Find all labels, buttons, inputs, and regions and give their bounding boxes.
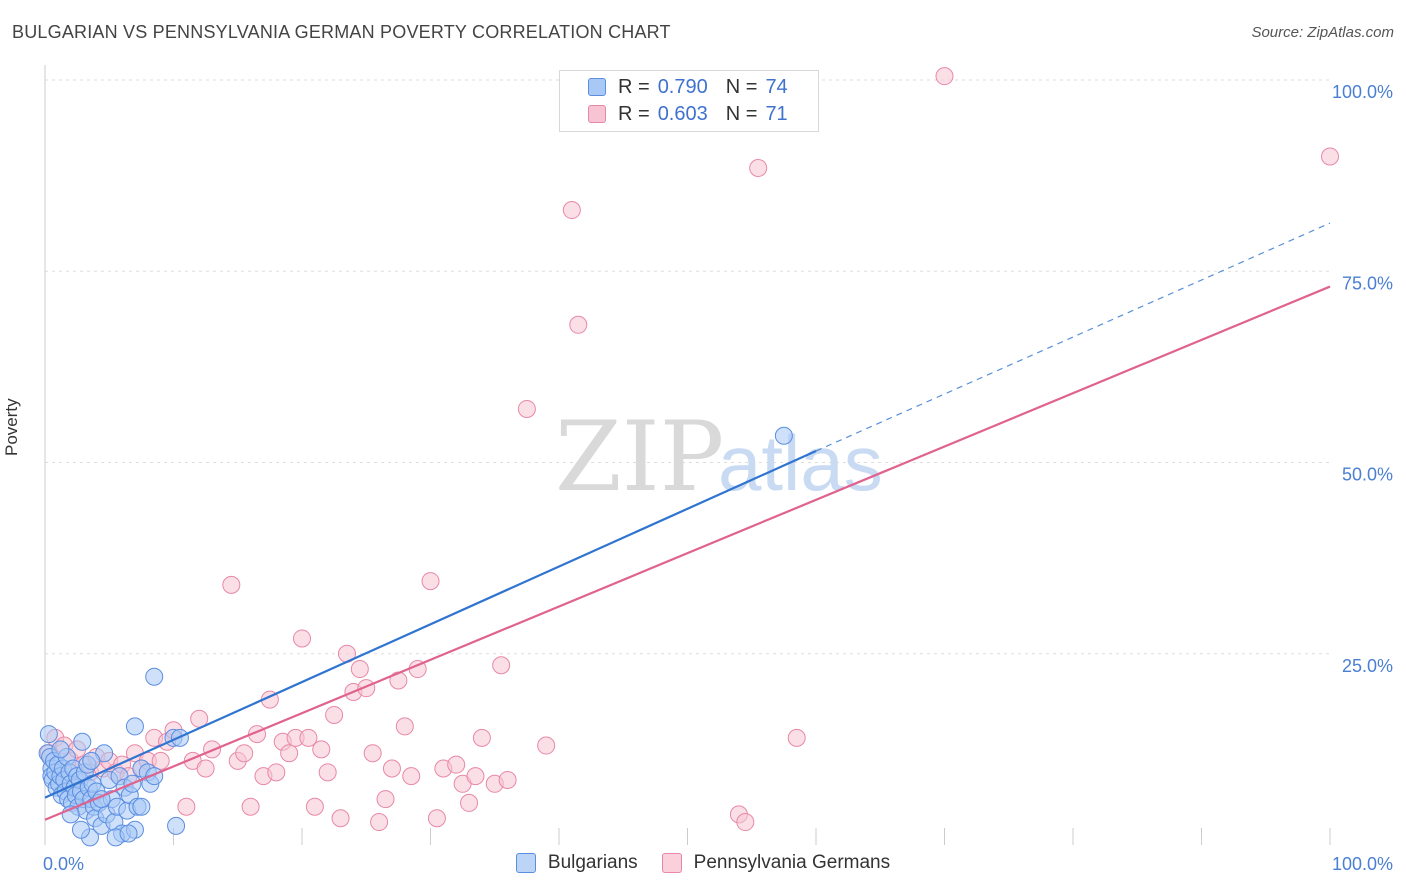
r-value: 0.790 — [657, 75, 708, 98]
series-legend: Bulgarians Pennsylvania Germans — [0, 852, 1406, 874]
bulgarian-point — [73, 732, 92, 751]
pennsylvania-german-point — [460, 793, 479, 812]
pennsylvania-german-point — [293, 629, 311, 648]
pennsylvania-german-point — [492, 656, 511, 675]
watermark: ZIP atlas — [555, 401, 883, 513]
n-value: 74 — [765, 75, 788, 98]
pennsylvania-german-point — [736, 813, 755, 832]
legend-row-bulgarians: R = 0.790 N = 74 — [588, 74, 788, 100]
pennsylvania-german-point — [299, 728, 318, 747]
pennsylvania-german-point — [370, 813, 389, 832]
watermark-atlas: atlas — [718, 419, 883, 507]
bulgarian-points — [38, 426, 793, 847]
chart-title: BULGARIAN VS PENNSYLVANIA GERMAN POVERTY… — [12, 22, 671, 42]
trendlines — [44, 222, 1331, 821]
source-label: Source: ZipAtlas.com — [1251, 24, 1394, 41]
r-label: R = — [618, 75, 650, 98]
pennsylvania-german-point — [382, 759, 401, 778]
pennsylvania-german-point — [331, 809, 350, 828]
n-label: N = — [725, 102, 758, 125]
pennsylvania-german-point — [787, 728, 806, 747]
axes — [44, 65, 1331, 845]
pennsylvania-german-point — [305, 797, 324, 816]
bulgarian-point — [145, 667, 164, 686]
pennsylvania-german-point — [222, 575, 241, 594]
r-value: 0.603 — [657, 102, 708, 125]
x-tick-label: 0.0% — [43, 854, 84, 874]
pennsylvania-german-point — [318, 763, 337, 782]
pennsylvania-germans-swatch — [661, 853, 682, 873]
n-value: 71 — [765, 102, 788, 125]
pennsylvania-germans-swatch — [588, 105, 606, 123]
pennsylvania-german-point — [196, 759, 215, 778]
pennsylvania-german-point — [569, 315, 588, 334]
correlation-legend: R = 0.790 N = 74 R = 0.603 N = 71 — [559, 70, 819, 132]
bulgarians-swatch — [588, 78, 606, 96]
bulgarian-point — [167, 816, 186, 835]
pennsylvania-german-point — [447, 755, 466, 774]
pennsylvania-german-point — [350, 660, 369, 679]
y-tick-label: 75.0% — [1342, 273, 1393, 293]
bulgarian-point — [125, 717, 144, 736]
pennsylvania-german-point — [466, 767, 485, 786]
legend-label: Pennsylvania Germans — [693, 852, 891, 873]
pennsylvania-german-point — [498, 770, 517, 789]
y-tick-label: 50.0% — [1342, 465, 1393, 485]
pennsylvania-german-point — [395, 717, 414, 736]
watermark-zip: ZIP — [555, 401, 724, 513]
pennsylvania-german-point — [421, 572, 440, 591]
x-tick-label: 100.0% — [1332, 854, 1393, 874]
legend-item-pennsylvania-germans[interactable]: Pennsylvania Germans — [661, 852, 891, 874]
bulgarian-point — [71, 820, 90, 839]
bulgarian-point — [119, 824, 138, 843]
r-label: R = — [618, 102, 650, 125]
legend-row-pennsylvania-germans: R = 0.603 N = 71 — [588, 101, 788, 127]
pennsylvania-german-point — [517, 399, 536, 418]
bulgarian-point — [39, 725, 58, 744]
pennsylvania-german-point — [427, 809, 446, 828]
n-label: N = — [725, 75, 758, 98]
pennsylvania-german-point — [280, 744, 299, 763]
legend-item-bulgarians[interactable]: Bulgarians — [515, 852, 638, 874]
bulgarian-point — [132, 797, 151, 816]
pennsylvania-german-point — [537, 736, 556, 755]
pennsylvania-german-point — [235, 744, 254, 763]
bulgarian-trendline — [44, 450, 817, 799]
pennsylvania-german-point — [312, 740, 331, 759]
pennsylvania-german-point — [363, 744, 382, 763]
tick-labels: 25.0% 50.0% 75.0% 100.0% 0.0% 100.0% — [43, 82, 1393, 874]
bulgarian-point — [774, 426, 793, 445]
pennsylvania-german-point — [472, 728, 491, 747]
pennsylvania-german-point — [325, 705, 344, 724]
pennsylvania-german-point — [1321, 147, 1339, 166]
pennsylvania-german-point — [151, 751, 170, 770]
bulgarians-swatch — [515, 853, 536, 873]
pennsylvania-german-point — [177, 797, 196, 816]
pennsylvania-german-point — [749, 158, 768, 177]
legend-label: Bulgarians — [547, 852, 638, 873]
pennsylvania-german-point — [241, 797, 260, 816]
bulgarian-trendline-extension — [815, 222, 1331, 452]
pennsylvania-german-point — [935, 67, 954, 86]
bulgarian-point — [51, 740, 70, 759]
pennsylvania-german-point — [402, 767, 421, 786]
pennsylvania-german-point — [376, 790, 395, 809]
y-tick-label: 25.0% — [1342, 656, 1393, 676]
pennsylvania-german-point — [267, 763, 286, 782]
pennsylvania-german-point — [562, 201, 581, 220]
pennsylvania-german-trendline — [44, 285, 1331, 821]
y-tick-label: 100.0% — [1332, 82, 1393, 102]
bulgarian-point — [82, 751, 101, 770]
